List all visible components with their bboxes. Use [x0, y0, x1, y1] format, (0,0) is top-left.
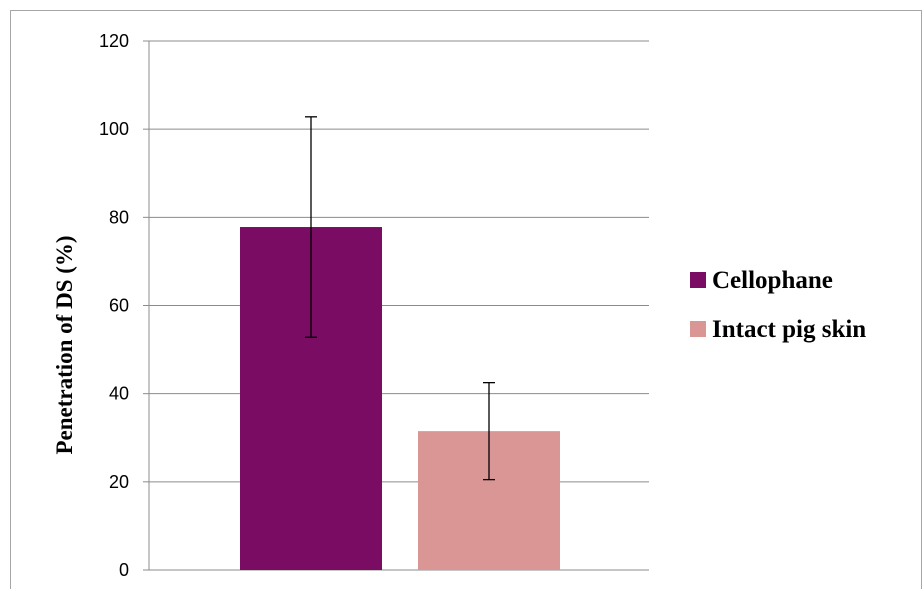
y-tick-label-120: 120	[99, 31, 129, 51]
error-bar-cellophane	[305, 116, 317, 338]
y-tick-label-60: 60	[109, 296, 129, 316]
legend: Cellophane Intact pig skin	[690, 267, 866, 343]
y-tick-labels: 0 20 40 60 80 100 120	[99, 31, 129, 580]
y-tick-label-80: 80	[109, 207, 129, 227]
legend-label-intact-pig-skin: Intact pig skin	[712, 316, 866, 343]
y-axis-label: Penetration of DS (%)	[52, 235, 77, 454]
error-bar-intact-pig-skin	[483, 381, 495, 481]
legend-swatch-cellophane	[690, 272, 706, 288]
bars	[240, 227, 560, 570]
legend-label-cellophane: Cellophane	[712, 267, 833, 294]
y-tick-label-40: 40	[109, 384, 129, 404]
chart-frame	[10, 10, 922, 589]
y-tick-label-20: 20	[109, 472, 129, 492]
gridlines	[143, 40, 649, 571]
legend-swatch-intact-pig-skin	[690, 321, 706, 337]
error-bars	[305, 116, 495, 481]
y-tick-label-0: 0	[119, 560, 129, 580]
y-tick-label-100: 100	[99, 119, 129, 139]
